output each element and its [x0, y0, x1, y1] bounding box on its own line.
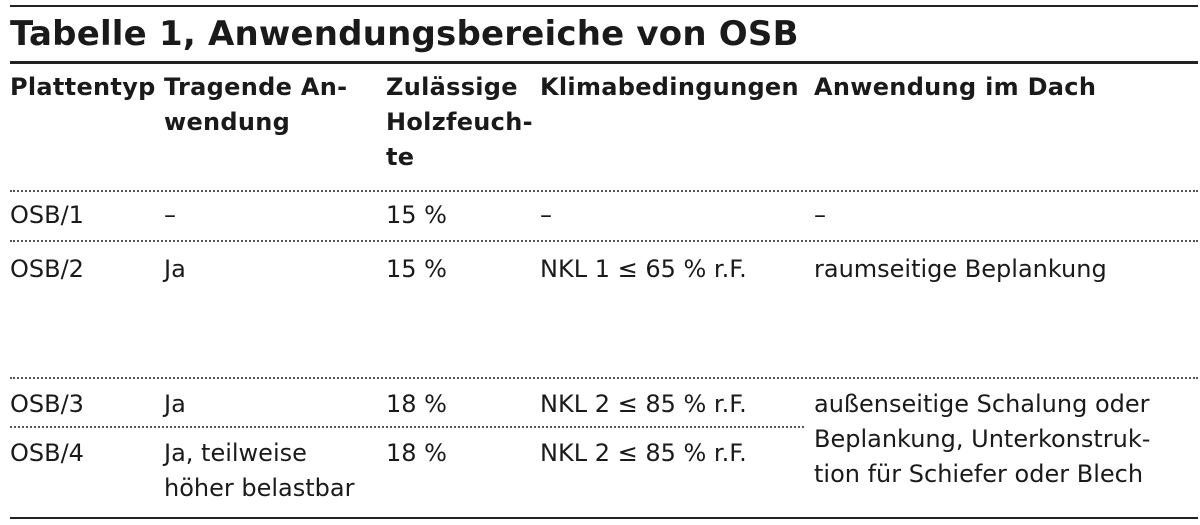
- row-divider: [10, 377, 1198, 379]
- row-osb2-klima: NKL 1 ≤ 65 % r.F.: [540, 255, 747, 283]
- row-osb4-plattentyp: OSB/4: [10, 439, 84, 467]
- row-osb3-klima: NKL 2 ≤ 85 % r.F.: [540, 390, 747, 418]
- row-osb3-plattentyp: OSB/3: [10, 390, 84, 418]
- row-osb2-plattentyp: OSB/2: [10, 255, 84, 283]
- row-osb1-klima: –: [540, 201, 552, 229]
- header-anwendung-im-dach: Anwendung im Dach: [814, 73, 1097, 101]
- row-divider: [10, 240, 1198, 242]
- header-klimabedingungen: Klimabedingungen: [540, 73, 799, 101]
- header-divider: [10, 190, 1198, 192]
- row-osb4-klima: NKL 2 ≤ 85 % r.F.: [540, 439, 747, 467]
- row-divider: [10, 426, 804, 428]
- row-osb1-holzfeuchte: 15 %: [386, 201, 447, 229]
- row-osb2-tragende: Ja: [164, 255, 186, 283]
- row-osb4-holzfeuchte: 18 %: [386, 439, 447, 467]
- row-osb2-holzfeuchte: 15 %: [386, 255, 447, 283]
- row-osb1-tragende: –: [164, 201, 176, 229]
- table-title: Tabelle 1, Anwendungsbereiche von OSB: [10, 14, 799, 54]
- bottom-rule: [10, 517, 1198, 519]
- header-plattentyp: Plattentyp: [10, 73, 156, 101]
- row-osb2-dach: raumseitige Beplankung: [814, 255, 1107, 283]
- row-osb1-dach: –: [814, 201, 826, 229]
- row-osb3-tragende: Ja: [164, 390, 186, 418]
- title-rule: [10, 61, 1198, 64]
- header-holzfeuchte: Zulässige Holzfeuch- te: [386, 73, 533, 171]
- top-rule: [10, 5, 1198, 7]
- row-osb3-osb4-dach: außenseitige Schalung oder Beplankung, U…: [814, 390, 1151, 488]
- header-tragende-anwendung: Tragende An- wendung: [164, 73, 348, 136]
- row-osb4-tragende: Ja, teilweise höher belastbar: [164, 439, 355, 502]
- row-osb1-plattentyp: OSB/1: [10, 201, 84, 229]
- row-osb3-holzfeuchte: 18 %: [386, 390, 447, 418]
